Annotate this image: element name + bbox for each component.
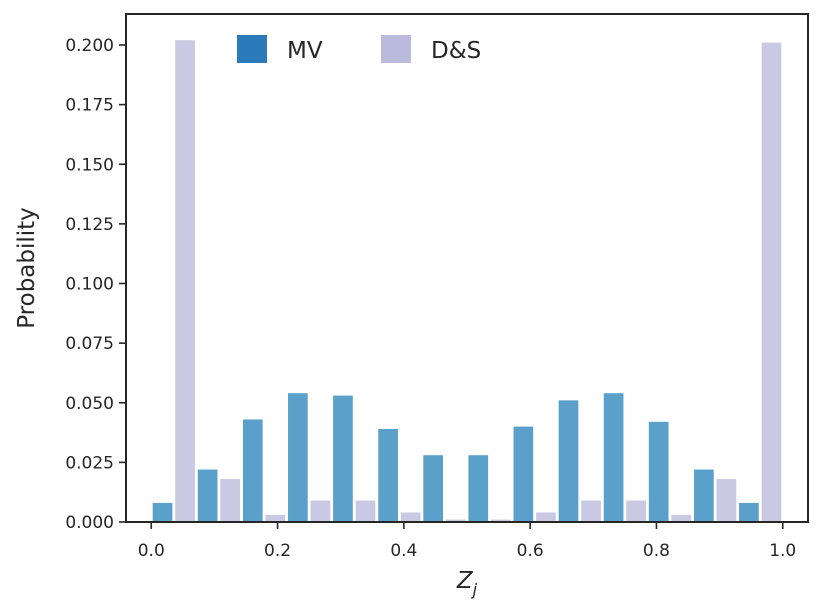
bar-mv-8 <box>513 426 534 522</box>
bar-ds-10 <box>626 500 646 522</box>
x-axis: 0.0 0.2 0.4 0.6 0.8 1.0 <box>138 522 796 561</box>
bar-mv-5 <box>378 428 398 522</box>
x-tick-label: 0.2 <box>264 541 291 561</box>
x-tick-label: 0.8 <box>643 541 670 561</box>
y-axis-label: Probability <box>14 207 40 329</box>
bar-ds-2 <box>265 514 286 522</box>
bar-mv-9 <box>558 400 579 522</box>
y-tick-label: 0.075 <box>65 334 114 354</box>
x-tick-label: 1.0 <box>769 541 796 561</box>
x-tick-label: 0.0 <box>138 541 165 561</box>
legend-swatch-0 <box>237 35 267 63</box>
bar-mv-4 <box>333 395 353 522</box>
bar-ds-0 <box>175 40 195 522</box>
bar-ds-6 <box>445 519 466 522</box>
legend: MV D&S <box>237 35 481 64</box>
y-tick-label: 0.200 <box>65 36 114 56</box>
bar-ds-1 <box>220 479 241 522</box>
bar-mv-10 <box>603 393 624 522</box>
plot-frame <box>125 13 809 523</box>
y-tick-label: 0.175 <box>65 96 114 116</box>
bar-mv-13 <box>739 502 759 522</box>
bar-ds-9 <box>581 500 601 522</box>
legend-swatch-1 <box>381 35 411 63</box>
x-tick-label: 0.4 <box>390 541 417 561</box>
bar-ds-4 <box>355 500 376 522</box>
bar-mv-3 <box>288 393 308 522</box>
bar-mv-6 <box>423 455 444 522</box>
y-tick-label: 0.050 <box>65 394 114 414</box>
bar-ds-13 <box>761 42 782 523</box>
bar-ds-3 <box>310 500 331 522</box>
bar-ds-8 <box>536 512 556 522</box>
bar-mv-0 <box>152 502 173 522</box>
x-axis-label: Zj <box>456 568 478 599</box>
bar-mv-1 <box>197 469 218 522</box>
y-tick-label: 0.125 <box>65 215 114 235</box>
legend-label-1: D&S <box>431 38 481 64</box>
y-tick-label: 0.150 <box>65 155 114 175</box>
bar-ds-5 <box>400 512 421 522</box>
bar-ds-11 <box>671 514 692 522</box>
bar-ds-7 <box>490 519 511 522</box>
bar-mv-2 <box>242 419 263 522</box>
y-tick-label: 0.100 <box>65 275 114 295</box>
bar-ds-12 <box>716 479 737 522</box>
bar-mv-12 <box>693 469 714 522</box>
y-tick-label: 0.025 <box>65 453 114 473</box>
bar-mv-7 <box>468 455 489 522</box>
x-tick-label: 0.6 <box>517 541 544 561</box>
y-tick-label: 0.000 <box>65 513 114 533</box>
legend-label-0: MV <box>287 38 323 64</box>
bar-mv-11 <box>648 421 669 522</box>
y-axis: 0.000 0.025 0.050 0.075 0.100 0.125 0.150 0.175… <box>65 36 126 533</box>
bars-layer <box>152 40 782 523</box>
